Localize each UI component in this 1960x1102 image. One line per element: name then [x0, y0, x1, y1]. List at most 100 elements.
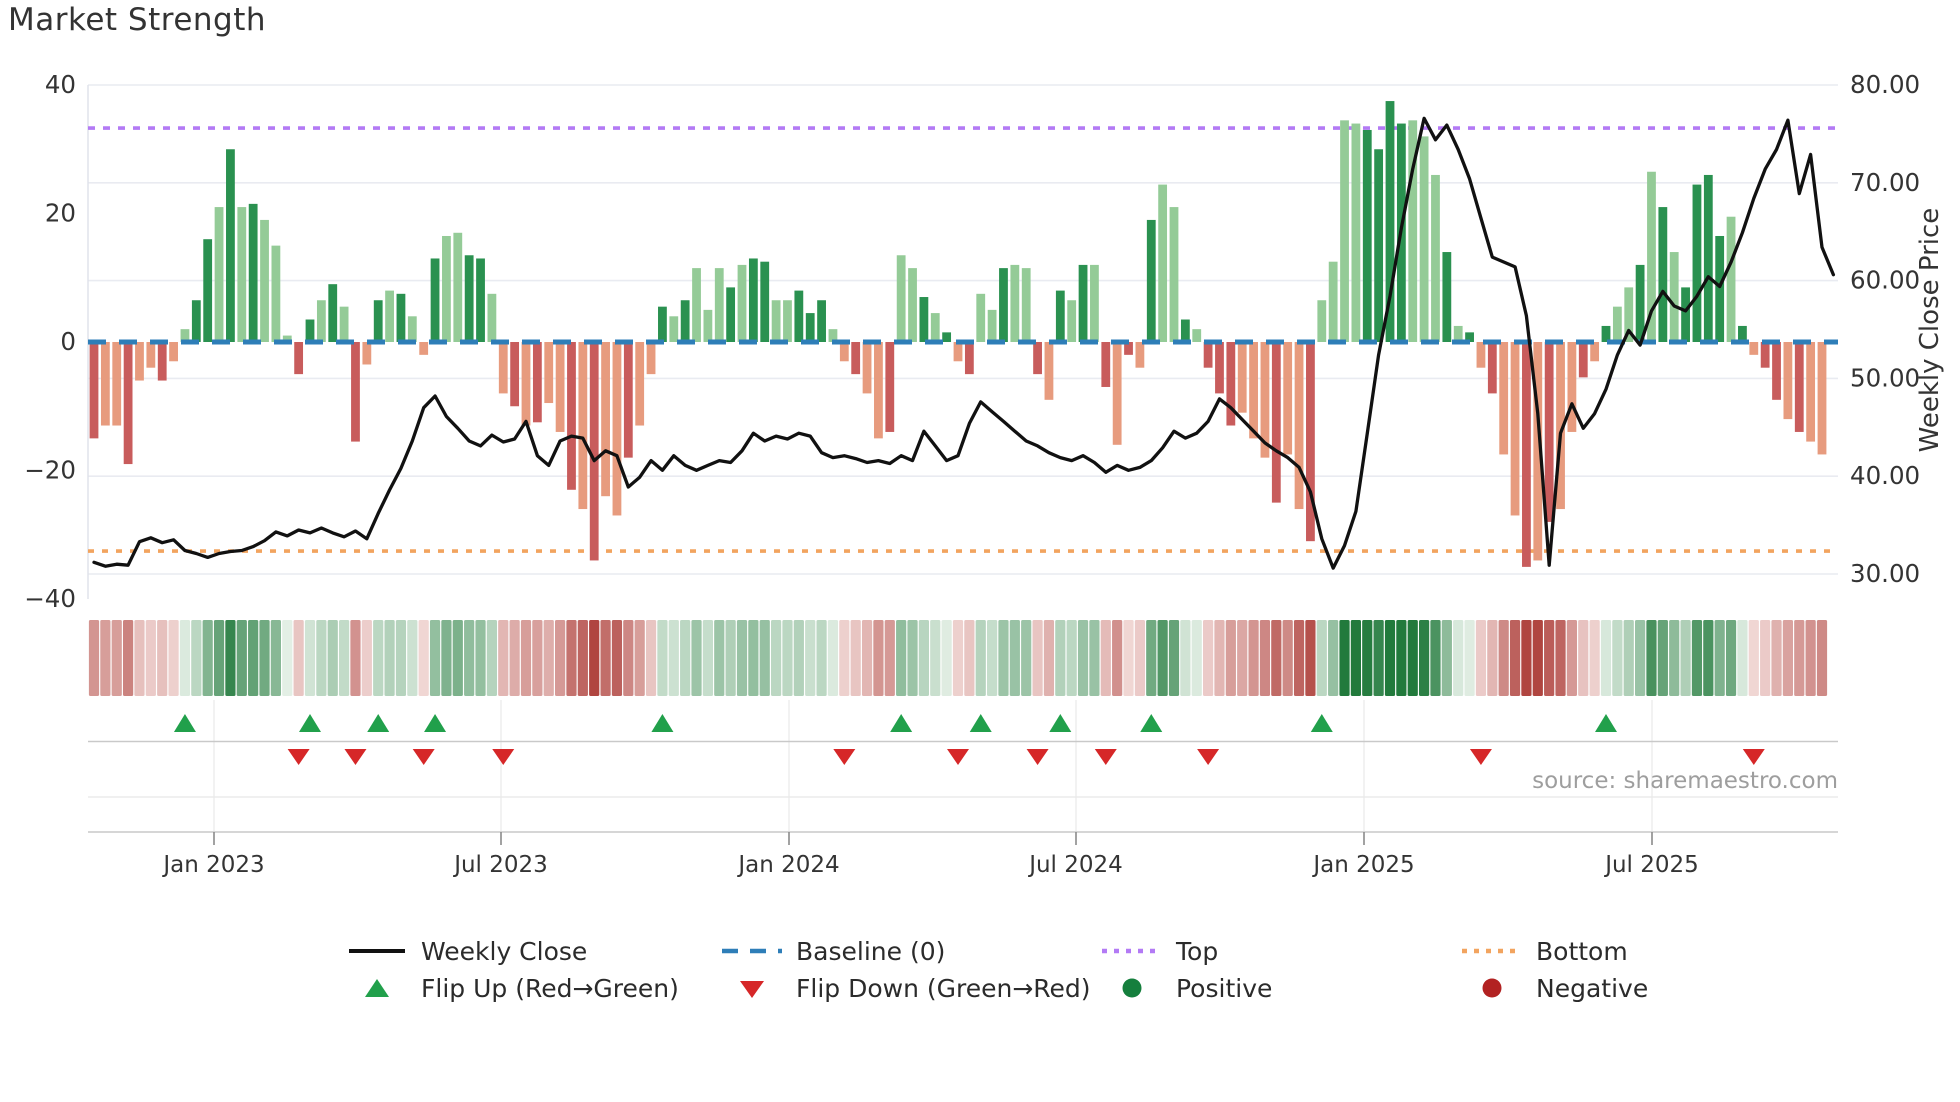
strength-bar [442, 235, 451, 342]
heatmap-cell [964, 620, 975, 696]
right-axis-tick-label: 80.00 [1850, 70, 1920, 99]
heatmap-cell [1748, 620, 1759, 696]
strength-bar [1340, 120, 1349, 343]
strength-bar [1772, 342, 1781, 400]
strength-bar [1226, 342, 1236, 426]
strength-bar [1647, 171, 1656, 342]
strength-bar [1499, 342, 1509, 455]
heatmap-cell [1055, 620, 1066, 696]
heatmap-cell [350, 620, 361, 696]
right-axis-tick-label: 70.00 [1850, 168, 1920, 197]
strength-bar [1271, 342, 1281, 503]
strength-bar [1817, 342, 1827, 455]
heatmap-cell [600, 620, 611, 696]
strength-bar [1146, 219, 1156, 342]
heatmap-cell [1066, 620, 1077, 696]
heatmap-cell [464, 620, 475, 696]
heatmap-cell [157, 620, 168, 696]
flip-down-marker [344, 749, 367, 765]
strength-bar [1738, 325, 1747, 342]
heatmap-cell [1237, 620, 1248, 696]
strength-bar [1112, 342, 1122, 445]
strength-bar [839, 342, 849, 362]
strength-bar [612, 342, 622, 516]
strength-bar [896, 255, 906, 342]
heatmap-cell [304, 620, 316, 696]
strength-bar [1124, 342, 1133, 355]
flip-up-marker [1595, 714, 1617, 732]
strength-bar [692, 268, 701, 342]
heatmap-cell [1691, 620, 1703, 696]
strength-bar [930, 313, 940, 342]
strength-bar [1169, 207, 1179, 342]
heatmap-cell [1339, 620, 1350, 696]
strength-bar [1544, 342, 1554, 522]
x-tick-label: Jul 2025 [1603, 852, 1699, 878]
strength-bar [817, 300, 826, 342]
left-axis-tick-label: 20 [45, 199, 76, 228]
heatmap-cell [1771, 620, 1782, 696]
strength-bar [1192, 329, 1202, 342]
heatmap-cell [987, 620, 998, 696]
flip-up-marker [424, 714, 447, 732]
heatmap-cell [1373, 620, 1384, 696]
chart-title: Market Strength [8, 2, 267, 38]
strength-bar [282, 335, 292, 342]
heatmap-cell [691, 620, 702, 696]
strength-bar [623, 342, 633, 458]
heatmap-cell [1657, 620, 1668, 696]
heatmap-cell [1100, 620, 1111, 696]
heatmap-cell [816, 620, 827, 696]
flip-down-marker [287, 749, 310, 765]
heatmap-cell [145, 620, 156, 696]
flip-down-marker [833, 749, 856, 765]
strength-bar [1419, 136, 1429, 342]
heatmap-cell [589, 620, 600, 696]
strength-bar [453, 232, 463, 342]
strength-bar [1215, 342, 1224, 394]
strength-bar [1522, 342, 1531, 567]
heatmap-cell [1259, 620, 1271, 696]
heatmap-cell [1760, 620, 1771, 696]
strength-bar [1476, 342, 1486, 368]
right-axis-title: Weekly Close Price [1915, 208, 1945, 453]
strength-bar [1681, 287, 1690, 342]
strength-bar [680, 300, 690, 342]
heatmap-cell [1646, 620, 1657, 696]
heatmap-cell [748, 620, 759, 696]
strength-bar [828, 329, 838, 342]
strength-bar [1328, 261, 1338, 342]
heatmap-cell [1316, 620, 1327, 696]
strength-bar [191, 300, 201, 342]
strength-bar [1431, 174, 1440, 342]
flip-up-marker [367, 714, 390, 732]
heatmap-cell [998, 620, 1009, 696]
strength-bar [100, 342, 110, 426]
strength-bar [964, 342, 974, 375]
heatmap-cell [861, 620, 873, 696]
strength-bar [748, 258, 758, 342]
heatmap-cell [1453, 620, 1464, 696]
strength-bar [248, 203, 258, 342]
left-axis-tick-label: 0 [60, 327, 76, 356]
heatmap-cell [850, 620, 861, 696]
strength-bar [1510, 342, 1520, 516]
heatmap-cell [941, 620, 952, 696]
heatmap-cell [327, 620, 338, 696]
heatmap-cell [134, 620, 145, 696]
x-tick-label: Jul 2023 [452, 852, 548, 878]
right-axis-tick-label: 60.00 [1850, 266, 1920, 295]
heatmap-cell [248, 620, 259, 696]
heatmap-cell [520, 620, 532, 696]
flip-down-marker [1742, 749, 1765, 765]
heatmap-cell [1168, 620, 1180, 696]
strength-bar [316, 300, 326, 342]
strength-bar [498, 342, 508, 394]
heatmap-cell [555, 620, 566, 696]
strength-bar [1624, 287, 1634, 342]
heatmap-cell [213, 620, 225, 696]
strength-bar [1487, 342, 1497, 394]
x-tick-label: Jan 2024 [736, 852, 839, 878]
strength-bar [1158, 184, 1168, 342]
heatmap-cell [1600, 620, 1612, 696]
